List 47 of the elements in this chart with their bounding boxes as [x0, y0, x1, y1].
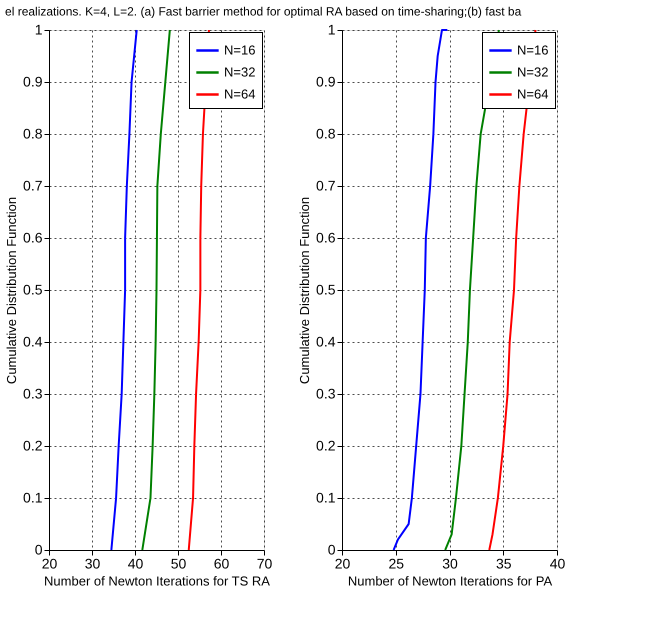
x-tick-label: 40 — [550, 556, 566, 572]
line-series — [141, 29, 171, 551]
y-tick-label: 0.6 — [23, 230, 43, 246]
chart-title: el realizations. K=4, L=2. (a) Fast barrier method for optimal RA based on time-sharing;(b) fast ba — [5, 4, 522, 18]
y-tick-label: 0.2 — [23, 438, 43, 454]
y-tick-label: 0.3 — [23, 386, 43, 402]
x-axis-title: Number of Newton Iterations for TS RA — [44, 574, 270, 588]
y-tick-label: 0.8 — [316, 126, 336, 142]
legend-label: N=16 — [517, 42, 548, 58]
y-tick-label: 0.7 — [23, 178, 43, 194]
x-tick-label: 50 — [170, 556, 186, 572]
y-tick-label: 0.8 — [23, 126, 43, 142]
legend-label: N=32 — [517, 64, 548, 80]
legend-label: N=64 — [224, 86, 256, 102]
y-tick-label: 0.4 — [23, 334, 43, 350]
y-tick-label: 0.5 — [316, 282, 336, 298]
line-series — [392, 29, 448, 551]
x-tick-label: 30 — [442, 556, 458, 572]
y-tick-label: 0.1 — [316, 490, 336, 506]
legend-label: N=16 — [224, 42, 256, 58]
x-tick-label: 35 — [496, 556, 512, 572]
legend-label: N=64 — [517, 86, 548, 102]
y-axis-title: Cumulative Distribution Function — [4, 196, 20, 384]
y-tick-label: 1 — [328, 22, 336, 38]
x-tick-label: 30 — [84, 556, 100, 572]
y-tick-label: 0.4 — [316, 334, 336, 350]
y-tick-label: 0.3 — [316, 386, 336, 402]
y-tick-label: 0.5 — [23, 282, 43, 298]
x-axis-title: Number of Newton Iterations for PA — [348, 574, 552, 588]
y-tick-label: 0.2 — [316, 438, 336, 454]
y-tick-label: 0.9 — [316, 74, 336, 90]
y-axis-title: Cumulative Distribution Function — [297, 196, 312, 384]
x-tick-label: 40 — [128, 556, 144, 572]
x-tick-label: 25 — [388, 556, 404, 572]
y-tick-label: 0.6 — [316, 230, 336, 246]
x-tick-label: 20 — [42, 556, 58, 572]
y-tick-label: 0 — [328, 542, 336, 558]
x-tick-label: 60 — [214, 556, 230, 572]
y-tick-label: 1 — [34, 22, 43, 38]
x-tick-label: 20 — [334, 556, 350, 572]
line-series — [110, 29, 138, 551]
y-tick-label: 0.7 — [316, 178, 336, 194]
legend-label: N=32 — [224, 64, 256, 80]
y-tick-label: 0.9 — [23, 74, 43, 90]
y-tick-label: 0 — [34, 542, 43, 558]
y-tick-label: 0.1 — [23, 490, 43, 506]
x-tick-label: 70 — [256, 556, 272, 572]
